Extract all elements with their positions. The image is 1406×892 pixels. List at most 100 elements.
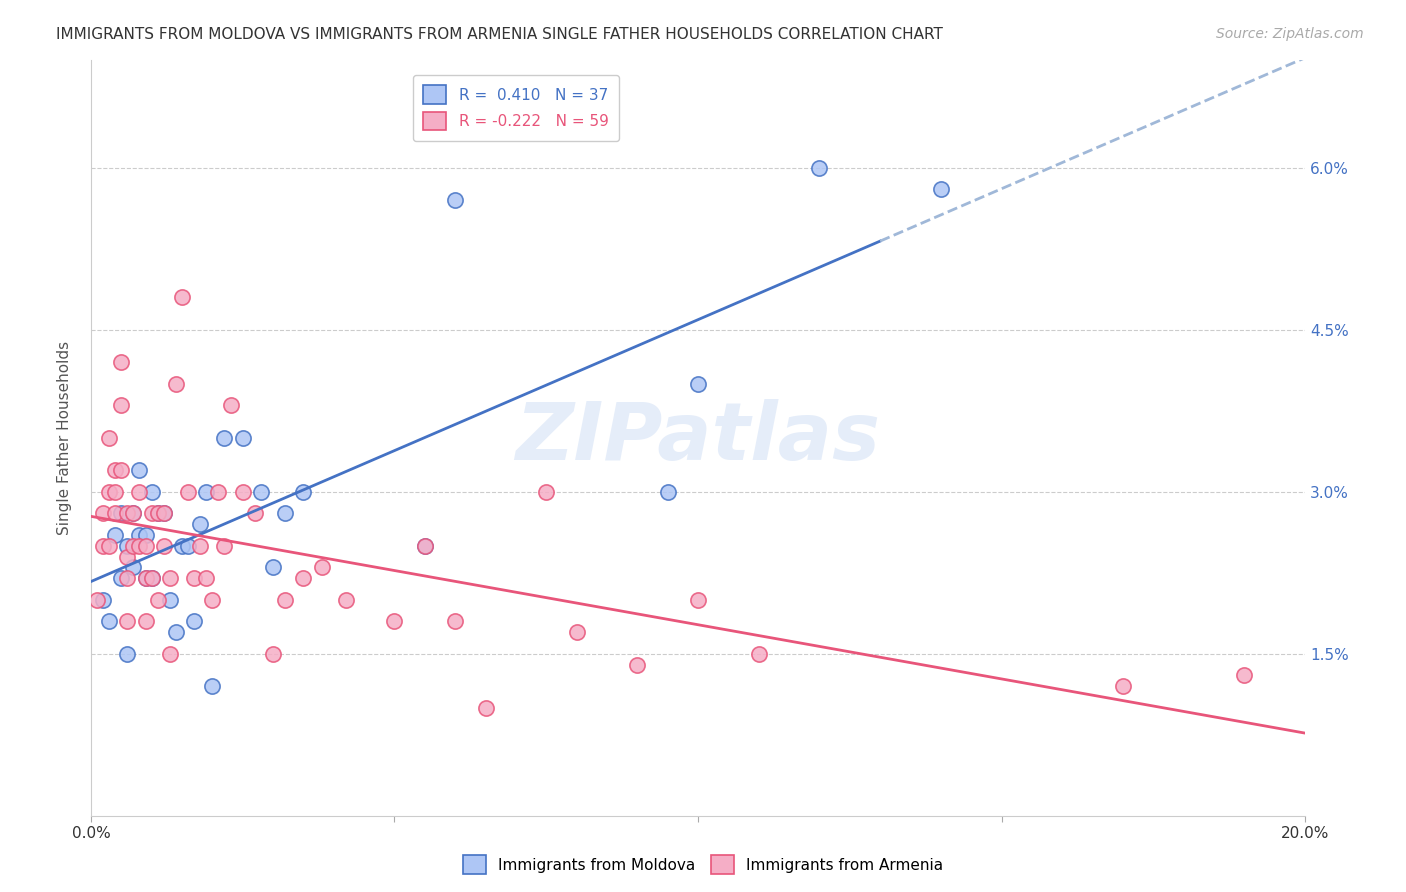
Point (232, 431, 254, 445)
Legend: Immigrants from Moldova, Immigrants from Armenia: Immigrants from Moldova, Immigrants from… (457, 849, 949, 880)
Point (188, 517, 211, 532)
Point (565, 625, 588, 640)
Legend: R =  0.410   N = 37, R = -0.222   N = 59: R = 0.410 N = 37, R = -0.222 N = 59 (413, 75, 619, 141)
Point (152, 507, 174, 521)
Point (152, 507, 174, 521)
Point (110, 355, 132, 369)
Point (214, 431, 236, 445)
Point (170, 539, 193, 553)
Point (141, 507, 163, 521)
Point (165, 376, 187, 391)
Point (214, 539, 236, 553)
Point (98, 484, 121, 499)
Point (110, 507, 132, 521)
Point (98, 431, 121, 445)
Point (104, 463, 127, 477)
Point (117, 507, 139, 521)
Point (159, 571, 181, 585)
Point (292, 571, 315, 585)
Point (141, 571, 163, 585)
Point (135, 615, 157, 629)
Point (104, 484, 127, 499)
Point (104, 528, 127, 542)
Point (104, 507, 127, 521)
Point (183, 571, 205, 585)
Point (188, 539, 211, 553)
Point (219, 398, 242, 412)
Point (135, 528, 157, 542)
Point (201, 592, 224, 607)
Point (808, 161, 831, 175)
Point (384, 615, 406, 629)
Point (165, 625, 187, 640)
Point (232, 484, 254, 499)
Point (177, 484, 200, 499)
Point (335, 592, 357, 607)
Point (686, 592, 709, 607)
Point (201, 679, 224, 693)
Point (262, 647, 284, 661)
Point (413, 539, 436, 553)
Point (250, 484, 273, 499)
Y-axis label: Single Father Households: Single Father Households (58, 341, 72, 535)
Point (86, 592, 108, 607)
Point (117, 615, 139, 629)
Point (195, 571, 218, 585)
Point (117, 647, 139, 661)
Point (141, 571, 163, 585)
Point (274, 592, 297, 607)
Point (117, 571, 139, 585)
Point (117, 539, 139, 553)
Point (122, 560, 145, 574)
Point (122, 539, 145, 553)
Point (91, 539, 114, 553)
Point (657, 484, 679, 499)
Point (152, 539, 174, 553)
Point (146, 507, 169, 521)
Point (177, 539, 200, 553)
Point (170, 290, 193, 304)
Point (135, 571, 157, 585)
Point (748, 647, 770, 661)
Text: IMMIGRANTS FROM MOLDOVA VS IMMIGRANTS FROM ARMENIA SINGLE FATHER HOUSEHOLDS CORR: IMMIGRANTS FROM MOLDOVA VS IMMIGRANTS FR… (56, 27, 943, 42)
Point (146, 592, 169, 607)
Point (207, 484, 229, 499)
Text: Source: ZipAtlas.com: Source: ZipAtlas.com (1216, 27, 1364, 41)
Point (1233, 668, 1256, 682)
Point (243, 507, 266, 521)
Text: ZIPatlas: ZIPatlas (516, 399, 880, 476)
Point (274, 507, 297, 521)
Point (444, 615, 467, 629)
Point (122, 507, 145, 521)
Point (135, 539, 157, 553)
Point (128, 484, 150, 499)
Point (183, 615, 205, 629)
Point (135, 571, 157, 585)
Point (292, 484, 315, 499)
Point (159, 647, 181, 661)
Point (128, 463, 150, 477)
Point (98, 539, 121, 553)
Point (146, 507, 169, 521)
Point (413, 539, 436, 553)
Point (117, 549, 139, 564)
Point (98, 615, 121, 629)
Point (626, 657, 648, 672)
Point (141, 484, 163, 499)
Point (444, 193, 467, 207)
Point (128, 528, 150, 542)
Point (311, 560, 333, 574)
Point (159, 592, 181, 607)
Point (110, 398, 132, 412)
Point (128, 539, 150, 553)
Point (91, 592, 114, 607)
Point (929, 182, 952, 196)
Point (262, 560, 284, 574)
Point (195, 484, 218, 499)
Point (536, 484, 558, 499)
Point (110, 571, 132, 585)
Point (91, 507, 114, 521)
Point (1112, 679, 1135, 693)
Point (122, 507, 145, 521)
Point (110, 463, 132, 477)
